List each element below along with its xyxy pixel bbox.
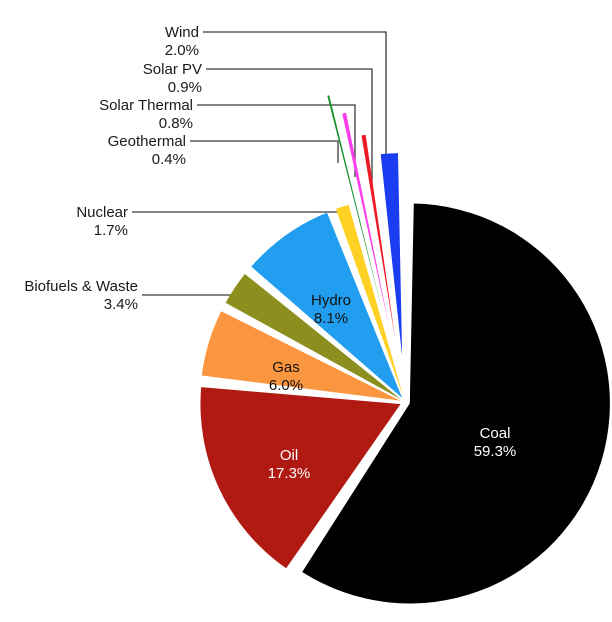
pie-slice-hydro[interactable] <box>251 212 403 398</box>
callout-labels-group: Wind 2.0% Solar PV 0.9% Solar Thermal 0.… <box>24 24 202 313</box>
pie-slice-wind[interactable] <box>380 153 403 357</box>
callout-label-geothermal-pct: 0.4% <box>152 151 186 168</box>
callout-label-solar-thermal-name: Solar Thermal <box>99 97 193 114</box>
callout-label-wind-name: Wind <box>165 24 199 41</box>
leader-line-geothermal <box>190 140 339 163</box>
callout-label-solar-thermal-pct: 0.8% <box>159 115 193 132</box>
pie-slice-oil[interactable] <box>200 387 401 569</box>
pie-slice-solar-thermal[interactable] <box>342 112 389 326</box>
callout-label-nuclear-pct: 1.7% <box>94 222 128 239</box>
callout-label-geothermal-name: Geothermal <box>108 133 186 150</box>
callout-label-biofuels-pct: 3.4% <box>104 296 138 313</box>
slice-label-gas-pct: 6.0% <box>269 377 303 394</box>
pie-slice-solar-pv[interactable] <box>361 134 396 341</box>
pie-slice-gas[interactable] <box>201 311 401 401</box>
leader-line-solar-pv <box>206 68 373 187</box>
callout-label-solar-pv-pct: 0.9% <box>168 79 202 96</box>
slice-label-oil-pct: 17.3% <box>268 465 311 482</box>
slice-label-oil-name: Oil <box>280 447 298 464</box>
slice-label-hydro-name: Hydro <box>311 292 351 309</box>
slice-label-hydro-pct: 8.1% <box>314 310 348 327</box>
pie-slice-nuclear[interactable] <box>335 204 404 398</box>
pie-slice-biofuels[interactable] <box>225 274 401 400</box>
pie-slice-geothermal[interactable] <box>327 95 383 313</box>
callout-label-biofuels-name: Biofuels & Waste <box>24 278 138 295</box>
pie-slices-group <box>200 95 610 604</box>
slice-label-coal-pct: 59.3% <box>474 443 517 460</box>
callout-label-wind-pct: 2.0% <box>165 42 199 59</box>
pie-slice-coal[interactable] <box>302 203 610 604</box>
slice-label-gas-name: Gas <box>272 359 300 376</box>
inside-labels-group: Coal 59.3% Oil 17.3% Gas 6.0% Hydro 8.1% <box>268 292 517 482</box>
leader-line-wind <box>203 31 387 196</box>
callout-label-solar-pv-name: Solar PV <box>143 61 202 78</box>
leader-line-solar-thermal <box>197 104 356 177</box>
callout-label-nuclear-name: Nuclear <box>76 204 128 221</box>
slice-label-coal-name: Coal <box>480 425 511 442</box>
